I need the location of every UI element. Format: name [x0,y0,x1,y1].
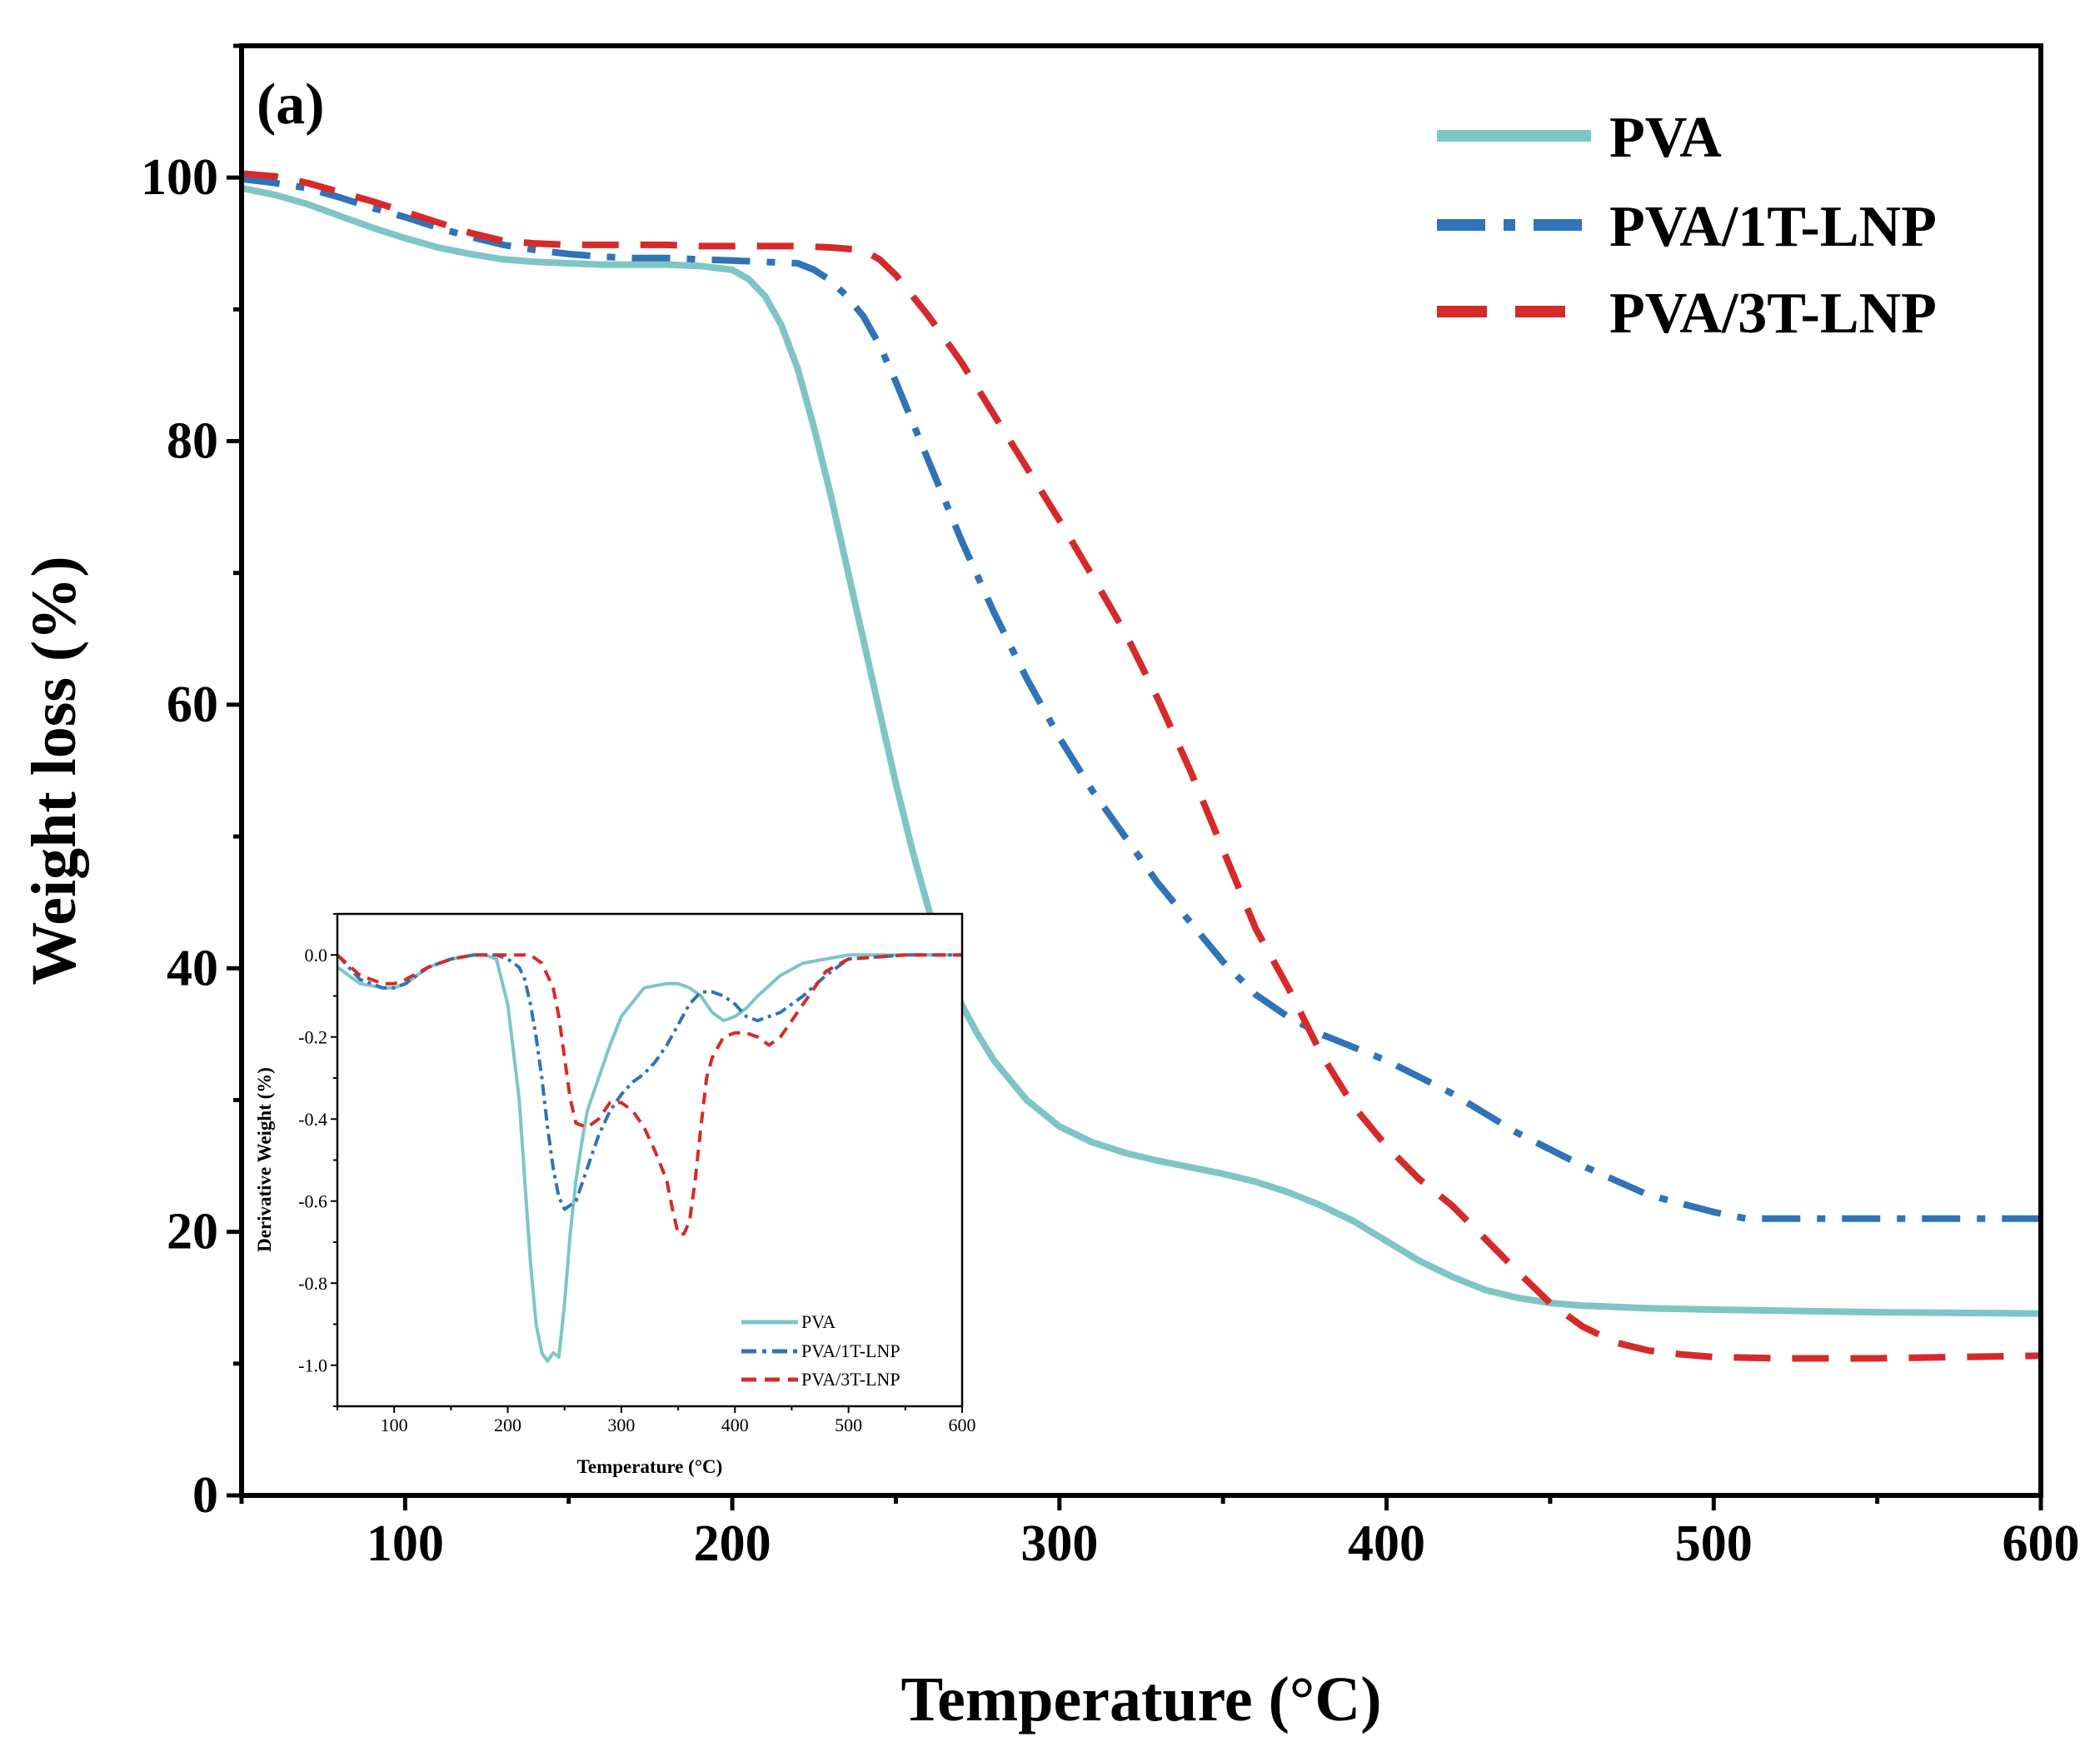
main-plot: 100 200 300 400 500 600 0 20 40 60 80 100 Temperat… [19,43,2080,1735]
main-x-tick-label: 400 [1348,1515,1425,1572]
inset-legend-label-pva: PVA [801,1311,836,1332]
inset-x-tick-label: 200 [494,1415,521,1435]
main-y-tick-label: 80 [167,413,218,470]
legend-label-pva-3t-lnp: PVA/3T-LNP [1609,282,1937,346]
inset-y-tick-label: -0.6 [298,1190,327,1211]
legend-label-pva: PVA [1609,106,1722,170]
main-y-tick-label: 60 [167,676,218,733]
inset-x-tick-label: 300 [607,1415,635,1435]
inset-y-tick-label: -0.4 [298,1109,327,1130]
main-x-tick-label: 600 [2003,1515,2080,1572]
inset-y-axis: 0.0 -0.2 -0.4 -0.6 -0.8 -1.0 [298,913,337,1407]
inset-x-axis-title: Temperature (°C) [577,1456,723,1477]
main-series-line-pva-1t-lnp [242,175,2041,1222]
main-y-tick-label: 20 [167,1204,218,1260]
inset-y-tick-label: -0.8 [298,1273,327,1294]
inset-x-tick-label: 600 [949,1415,976,1435]
inset-legend-label-pva-3t-lnp: PVA/3T-LNP [801,1369,900,1390]
inset-series-group [337,953,962,1363]
main-x-axis-title: Temperature (°C) [900,1665,1381,1735]
inset-x-tick-label: 400 [721,1415,749,1435]
main-x-tick-label: 500 [1675,1515,1753,1572]
main-x-tick-label: 300 [1020,1515,1098,1572]
inset-background [337,914,962,1406]
inset-legend: PVA PVA/1T-LNP PVA/3T-LNP [741,1311,900,1390]
main-plot-frame [239,43,2043,1498]
inset-series-line-pva-3t-lnp [337,953,962,1236]
main-x-tick-label: 200 [694,1515,771,1572]
legend-label-pva-1t-lnp: PVA/1T-LNP [1609,195,1937,259]
inset-legend-label-pva-1t-lnp: PVA/1T-LNP [801,1340,900,1361]
inset-x-axis: 100 200 300 400 500 600 [337,1406,976,1435]
main-x-axis: 100 200 300 400 500 600 [239,1495,2080,1572]
main-y-tick-label: 40 [167,940,218,996]
inset-y-tick-label: -0.2 [298,1026,327,1047]
panel-label: (a) [257,72,325,137]
main-series-group [242,170,2041,1362]
main-series-line-pva [242,184,2041,1317]
main-y-axis-title: Weight loss (%) [19,556,89,985]
inset-y-tick-label: 0.0 [305,945,328,966]
main-y-axis: 0 20 40 60 80 100 [141,43,242,1524]
inset-x-tick-label: 500 [835,1415,862,1435]
main-x-tick-label: 100 [367,1515,444,1572]
inset-series-line-pva-1t-lnp [337,953,962,1211]
inset-x-tick-label: 100 [381,1415,408,1435]
inset-plot: 100 200 300 400 500 600 0.0 -0.2 -0.4 -0.6 -0.8 -1… [254,912,976,1477]
inset-y-axis-title: Derivative Weight (%) [254,1067,275,1252]
main-legend: PVA PVA/1T-LNP PVA/3T-LNP [1437,106,1937,346]
main-y-tick-label: 100 [141,149,218,206]
inset-y-tick-label: -1.0 [298,1355,327,1375]
main-y-tick-label: 0 [192,1467,218,1524]
main-series-line-pva-3t-lnp [242,170,2041,1362]
